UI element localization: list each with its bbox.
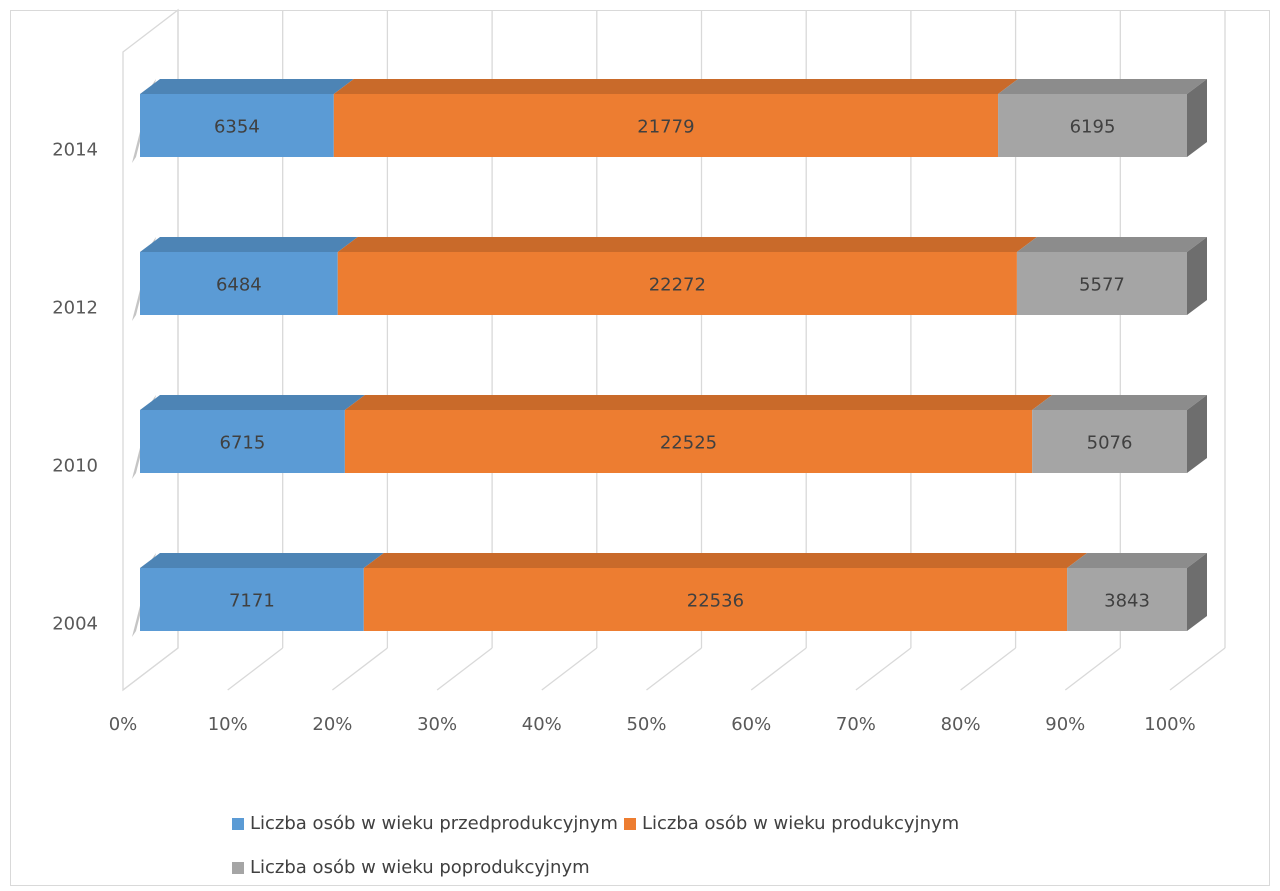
legend-row-1: Liczba osób w wieku przedprodukcyjnym Li… bbox=[232, 813, 965, 834]
bar-top-face bbox=[363, 553, 1088, 568]
bar-segment bbox=[344, 410, 1033, 473]
data-label: 22272 bbox=[649, 275, 706, 296]
floor-gridline bbox=[750, 647, 807, 691]
x-tick-label: 90% bbox=[1045, 714, 1085, 735]
bar-segment bbox=[333, 94, 999, 157]
bar-top-face bbox=[140, 237, 358, 252]
floor-gridline bbox=[332, 647, 388, 691]
bar-segment bbox=[140, 94, 334, 157]
bar-top-face bbox=[140, 553, 384, 568]
floor-gridline bbox=[855, 647, 912, 691]
bar-segment bbox=[140, 410, 345, 473]
data-label: 6715 bbox=[220, 433, 266, 454]
data-label: 5076 bbox=[1087, 433, 1133, 454]
bar-top-face bbox=[333, 79, 1019, 94]
x-tick-label: 20% bbox=[312, 714, 352, 735]
legend-label: Liczba osób w wieku produkcyjnym bbox=[641, 813, 960, 834]
y-tick-label: 2010 bbox=[52, 456, 98, 477]
data-label: 3843 bbox=[1104, 591, 1150, 612]
bar-segment bbox=[1032, 410, 1187, 473]
x-tick-label: 30% bbox=[417, 714, 457, 735]
x-tick-label: 40% bbox=[522, 714, 562, 735]
data-label: 21779 bbox=[637, 117, 694, 138]
x-tick-label: 60% bbox=[731, 714, 771, 735]
bar-side-face bbox=[1187, 237, 1207, 315]
data-label: 5577 bbox=[1079, 275, 1125, 296]
floor-gridline bbox=[1169, 647, 1226, 691]
floor-gridline bbox=[646, 647, 702, 691]
bar-top-face bbox=[140, 79, 354, 94]
legend-item-produkcyjny: Liczba osób w wieku produkcyjnym bbox=[623, 813, 960, 834]
floor-gridline bbox=[541, 647, 598, 691]
x-tick-label: 70% bbox=[836, 714, 876, 735]
x-tick-label: 0% bbox=[109, 714, 138, 735]
data-label: 7171 bbox=[229, 591, 275, 612]
legend-item-poprodukcyjny: Liczba osób w wieku poprodukcyjnym bbox=[232, 857, 590, 878]
legend-row-2: Liczba osób w wieku poprodukcyjnym bbox=[232, 857, 596, 878]
data-label: 6354 bbox=[214, 117, 260, 138]
bar-segment bbox=[1067, 568, 1187, 631]
bar-top-face bbox=[140, 395, 365, 410]
data-label: 6484 bbox=[216, 275, 262, 296]
bar-segment bbox=[140, 252, 338, 315]
bar-top-face bbox=[344, 395, 1053, 410]
floor-gridline bbox=[436, 647, 493, 691]
bar-side-face bbox=[1187, 395, 1207, 473]
bar-top-face bbox=[337, 237, 1037, 252]
x-tick-label: 10% bbox=[208, 714, 248, 735]
y-tick-label: 2012 bbox=[52, 298, 98, 319]
legend-label: Liczba osób w wieku poprodukcyjnym bbox=[250, 857, 590, 878]
legend-swatch-orange bbox=[623, 817, 636, 830]
bar-top-face bbox=[1016, 237, 1207, 252]
bar-side-face bbox=[1187, 553, 1207, 631]
y-tick-label: 2004 bbox=[52, 614, 98, 635]
bar-segment bbox=[363, 568, 1068, 631]
legend-item-przedprodukcyjny: Liczba osób w wieku przedprodukcyjnym bbox=[232, 813, 618, 834]
data-label: 22525 bbox=[660, 433, 717, 454]
y-tick-label: 2014 bbox=[52, 140, 98, 161]
bar-top-face bbox=[1067, 553, 1207, 568]
floor-gridline bbox=[1064, 647, 1121, 691]
legend-swatch-blue bbox=[232, 817, 244, 830]
legend-swatch-gray bbox=[232, 861, 244, 874]
legend-label: Liczba osób w wieku przedprodukcyjnym bbox=[250, 813, 618, 834]
x-tick-label: 50% bbox=[626, 714, 666, 735]
bar-segment bbox=[1016, 252, 1187, 315]
bar-side-face bbox=[1187, 79, 1207, 157]
x-tick-label: 100% bbox=[1144, 714, 1195, 735]
bar-segment bbox=[337, 252, 1017, 315]
floor-gridline bbox=[960, 647, 1016, 691]
bar-top-face bbox=[998, 79, 1207, 94]
bar-segment bbox=[140, 568, 364, 631]
data-label: 6195 bbox=[1070, 117, 1116, 138]
data-label: 22536 bbox=[687, 591, 744, 612]
bar-segment bbox=[998, 94, 1187, 157]
x-tick-label: 80% bbox=[941, 714, 981, 735]
bar-top-face bbox=[1032, 395, 1207, 410]
floor-gridline bbox=[227, 647, 284, 691]
side-wall bbox=[122, 8, 179, 692]
